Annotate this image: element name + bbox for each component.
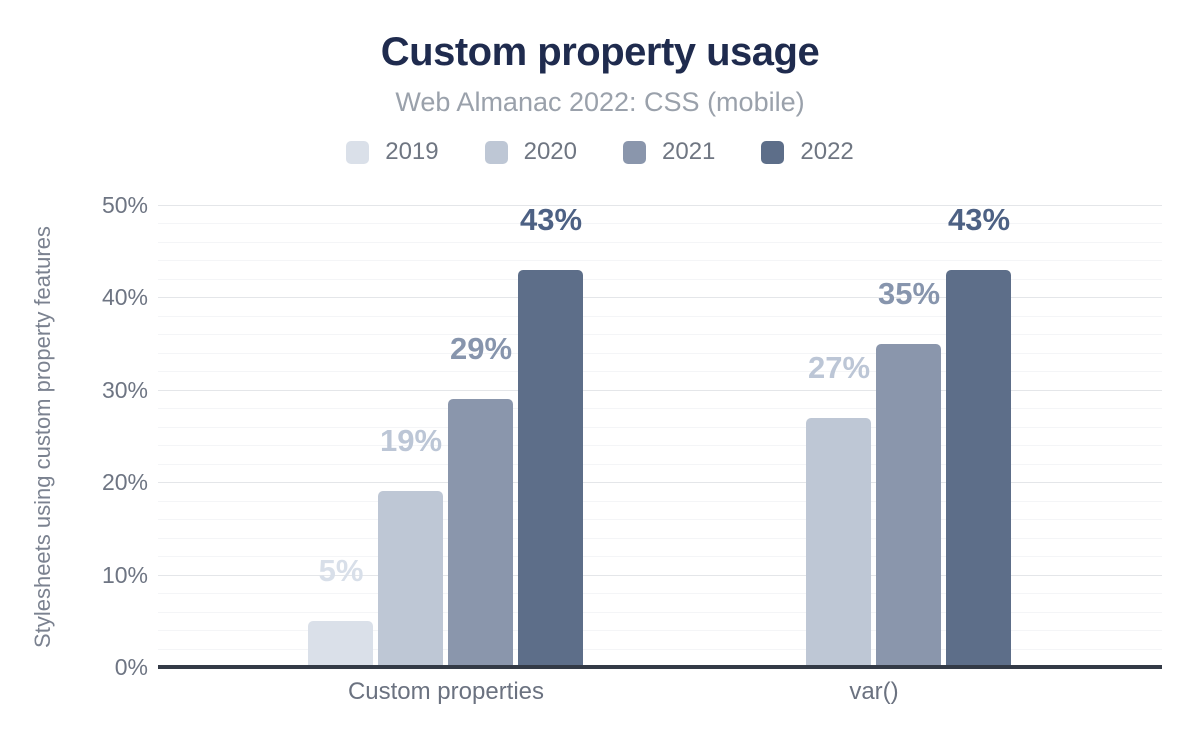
bar-value-label: 5%	[318, 553, 364, 588]
bar-2019-custom-properties	[308, 621, 373, 667]
legend-item-2022[interactable]: 2022	[761, 138, 854, 166]
gridline-minor	[158, 464, 1162, 465]
gridline-minor	[158, 371, 1162, 372]
x-axis-line	[158, 665, 1162, 669]
gridline-major	[158, 390, 1162, 391]
bar-2020-var	[806, 418, 871, 667]
x-category-label-var: var()	[849, 678, 899, 705]
bar-2022-custom-properties	[518, 270, 583, 667]
bar-value-label: 43%	[947, 202, 1011, 237]
bar-value-label: 43%	[519, 202, 583, 237]
legend-swatch-2019	[346, 140, 370, 164]
gridline-minor	[158, 427, 1162, 428]
bar-2022-var	[946, 270, 1011, 667]
legend-item-2020[interactable]: 2020	[484, 138, 577, 166]
gridline-major	[158, 575, 1162, 576]
gridline-minor	[158, 279, 1162, 280]
y-tick-label: 10%	[101, 562, 148, 588]
gridline-minor	[158, 223, 1162, 224]
bar-value-label: 29%	[449, 331, 513, 366]
gridline-major	[158, 297, 1162, 298]
bar-2021-custom-properties	[448, 399, 513, 667]
gridline-minor	[158, 538, 1162, 539]
bar-2020-custom-properties	[378, 491, 443, 667]
gridline-major	[158, 205, 1162, 206]
y-tick-label: 0%	[114, 654, 148, 680]
gridline-minor	[158, 501, 1162, 502]
gridline-minor	[158, 556, 1162, 557]
gridline-minor	[158, 334, 1162, 335]
gridline-minor	[158, 649, 1162, 650]
legend-label-2020: 2020	[523, 138, 577, 165]
gridline-minor	[158, 593, 1162, 594]
legend-swatch-2021	[623, 140, 646, 164]
gridline-minor	[158, 316, 1162, 317]
y-tick-label: 50%	[101, 192, 148, 218]
legend-swatch-2020	[484, 140, 508, 164]
chart-title: Custom property usage	[380, 30, 820, 74]
gridline-minor	[158, 242, 1162, 243]
gridline-major	[158, 482, 1162, 483]
gridline-minor	[158, 353, 1162, 354]
gridline-minor	[158, 612, 1162, 613]
bar-2021-var	[876, 344, 941, 667]
legend-swatch-2022	[761, 140, 785, 164]
x-category-label-custom-properties: Custom properties	[347, 678, 545, 705]
gridline-minor	[158, 519, 1162, 520]
y-tick-label: 40%	[101, 284, 148, 310]
gridline-minor	[158, 445, 1162, 446]
legend-label-2019: 2019	[385, 138, 439, 165]
gridline-minor	[158, 630, 1162, 631]
legend-label-2022: 2022	[800, 138, 854, 165]
bar-value-label: 35%	[877, 276, 941, 311]
bar-value-label: 19%	[379, 423, 443, 458]
y-tick-label: 30%	[101, 377, 148, 403]
bar-value-label: 27%	[807, 350, 871, 385]
gridline-minor	[158, 408, 1162, 409]
legend-item-2019[interactable]: 2019	[346, 138, 439, 166]
legend-label-2021: 2021	[662, 138, 716, 165]
legend: 2019 2020 2021 2022	[0, 138, 1200, 166]
gridline-minor	[158, 260, 1162, 261]
chart-subtitle: Web Almanac 2022: CSS (mobile)	[395, 87, 805, 117]
y-tick-label: 20%	[101, 469, 148, 495]
legend-item-2021[interactable]: 2021	[623, 138, 715, 166]
